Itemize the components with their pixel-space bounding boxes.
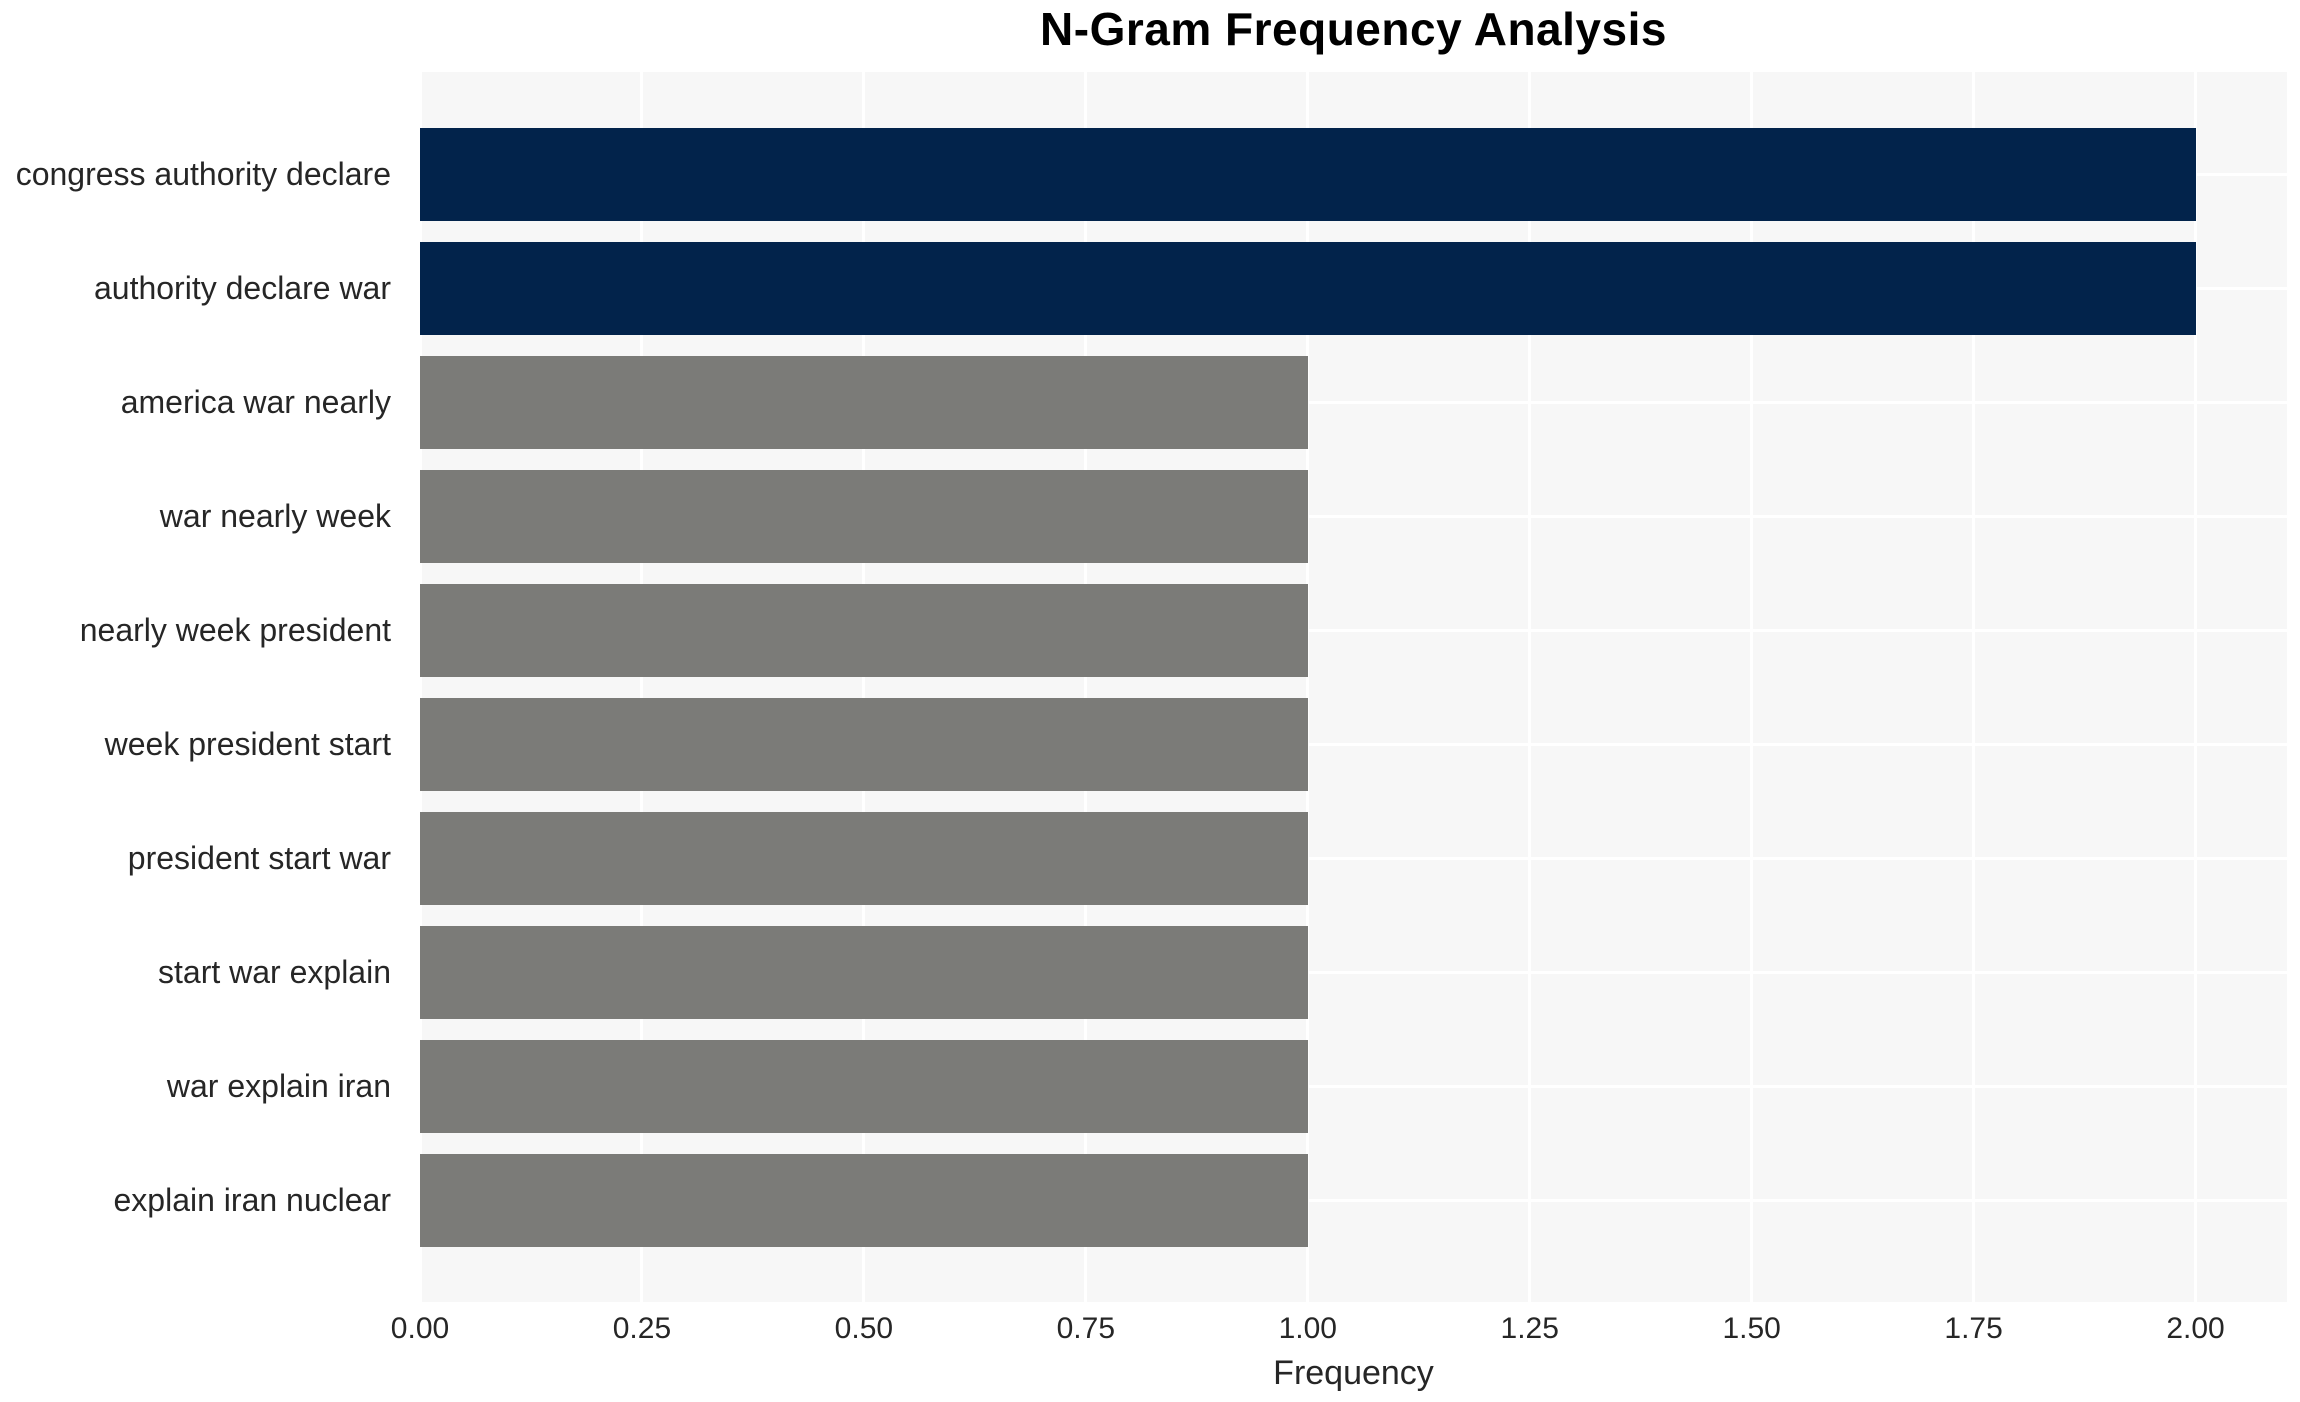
y-tick-label: authority declare war [93, 270, 391, 306]
gridline-vertical [862, 72, 866, 1302]
x-tick-label: 1.00 [1278, 1312, 1337, 1345]
gridline-horizontal [420, 970, 2287, 974]
gridline-vertical [1972, 72, 1976, 1302]
y-axis-labels: congress authority declare authority decl… [0, 72, 405, 1302]
gridline-horizontal [420, 742, 2287, 746]
gridline-horizontal [420, 856, 2287, 860]
bar [420, 1153, 1308, 1247]
bar [420, 241, 2196, 335]
y-tick-label: war explain iran [166, 1068, 391, 1104]
gridline-vertical [1306, 72, 1310, 1302]
y-tick-label: america war nearly [120, 384, 391, 420]
x-tick-label: 0.25 [612, 1312, 672, 1345]
bar [420, 811, 1308, 905]
gridline-horizontal [420, 514, 2287, 518]
x-tick-label: 2.00 [2166, 1312, 2225, 1345]
y-tick-label: start war explain [158, 954, 391, 990]
y-tick-label: congress authority declare [15, 156, 391, 192]
bar [420, 127, 2196, 221]
y-tick-label: explain iran nuclear [113, 1182, 392, 1218]
gridline-vertical [640, 72, 644, 1302]
gridline-horizontal [420, 400, 2287, 404]
x-tick-label: 0.50 [834, 1312, 894, 1345]
bar [420, 469, 1308, 563]
gridline-vertical [2194, 72, 2198, 1302]
y-tick-label: war nearly week [159, 498, 391, 534]
gridline-horizontal [420, 1084, 2287, 1088]
x-tick-label: 1.75 [1944, 1312, 2003, 1345]
gridline-horizontal [420, 628, 2287, 632]
gridline-vertical [1084, 72, 1088, 1302]
bar [420, 697, 1308, 791]
x-tick-label: 1.25 [1500, 1312, 1559, 1345]
gridline-vertical [418, 72, 422, 1302]
gridline-vertical [1528, 72, 1532, 1302]
y-tick-label: nearly week president [79, 612, 391, 648]
x-tick-label: 0.00 [390, 1312, 450, 1345]
y-tick-label: president start war [127, 840, 391, 876]
plot-area [418, 72, 2287, 1302]
bar [420, 583, 1308, 677]
x-axis-ticks: 0.00 0.25 0.50 0.75 1.00 1.25 1.50 1.75 2.00 [0, 1312, 2300, 1352]
bar [420, 355, 1308, 449]
bar [420, 925, 1308, 1019]
chart-title: N-Gram Frequency Analysis [1040, 3, 1667, 55]
bar [420, 1039, 1308, 1133]
gridline-horizontal [420, 1198, 2287, 1202]
y-tick-label: week president start [104, 726, 391, 762]
x-axis-label: Frequency [1273, 1354, 1434, 1392]
gridline-vertical [1750, 72, 1754, 1302]
x-tick-label: 1.50 [1722, 1312, 1781, 1345]
x-tick-label: 0.75 [1056, 1312, 1116, 1345]
